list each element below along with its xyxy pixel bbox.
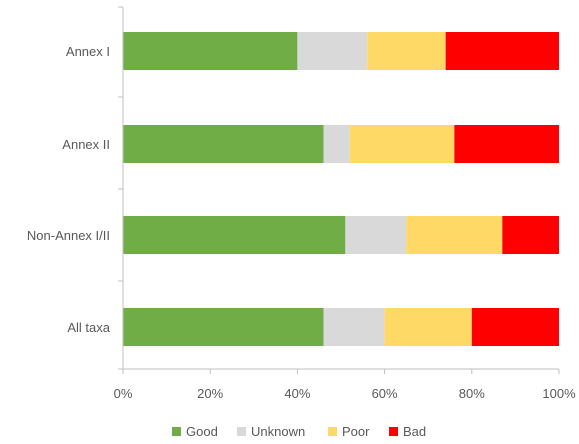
bar-annex-i-bad — [445, 32, 559, 70]
category-label-non-annex-i-ii: Non-Annex I/II — [27, 228, 110, 243]
bar-non-annex-i-ii-good — [123, 216, 346, 254]
bar-annex-ii-good — [123, 125, 324, 163]
bar-annex-i-poor — [367, 32, 446, 70]
bar-all-taxa-good — [123, 308, 324, 346]
legend-label-poor: Poor — [342, 424, 370, 439]
bar-all-taxa-unknown — [323, 308, 385, 346]
x-tick-label-0: 0% — [114, 386, 133, 401]
x-tick-label-80: 80% — [459, 386, 485, 401]
bar-non-annex-i-ii-bad — [502, 216, 559, 254]
bar-annex-i-good — [123, 32, 298, 70]
bar-all-taxa-bad — [471, 308, 559, 346]
bar-annex-i-unknown — [297, 32, 368, 70]
legend-swatch-unknown — [237, 427, 246, 436]
x-tick-label-100: 100% — [542, 386, 576, 401]
labels-layer: 0% 20% 40% 60% 80% 100% Annex I Annex II Non-Ann… — [27, 44, 576, 401]
x-tick-label-40: 40% — [284, 386, 310, 401]
bar-non-annex-i-ii-poor — [406, 216, 503, 254]
bars-layer — [123, 32, 559, 346]
category-label-annex-i: Annex I — [66, 44, 110, 59]
legend-label-bad: Bad — [403, 424, 426, 439]
axes-layer — [118, 6, 560, 374]
x-tick-label-60: 60% — [372, 386, 398, 401]
legend-label-good: Good — [186, 424, 218, 439]
bar-non-annex-i-ii-unknown — [345, 216, 407, 254]
legend-swatch-good — [172, 427, 181, 436]
legend: Good Unknown Poor Bad — [172, 424, 426, 439]
legend-label-unknown: Unknown — [251, 424, 305, 439]
category-label-annex-ii: Annex II — [62, 137, 110, 152]
bar-all-taxa-poor — [384, 308, 472, 346]
legend-swatch-poor — [328, 427, 337, 436]
bar-annex-ii-unknown — [323, 125, 350, 163]
legend-swatch-bad — [389, 427, 398, 436]
bar-annex-ii-bad — [454, 125, 559, 163]
category-label-all-taxa: All taxa — [67, 320, 110, 335]
bar-annex-ii-poor — [349, 125, 455, 163]
x-tick-label-20: 20% — [197, 386, 223, 401]
